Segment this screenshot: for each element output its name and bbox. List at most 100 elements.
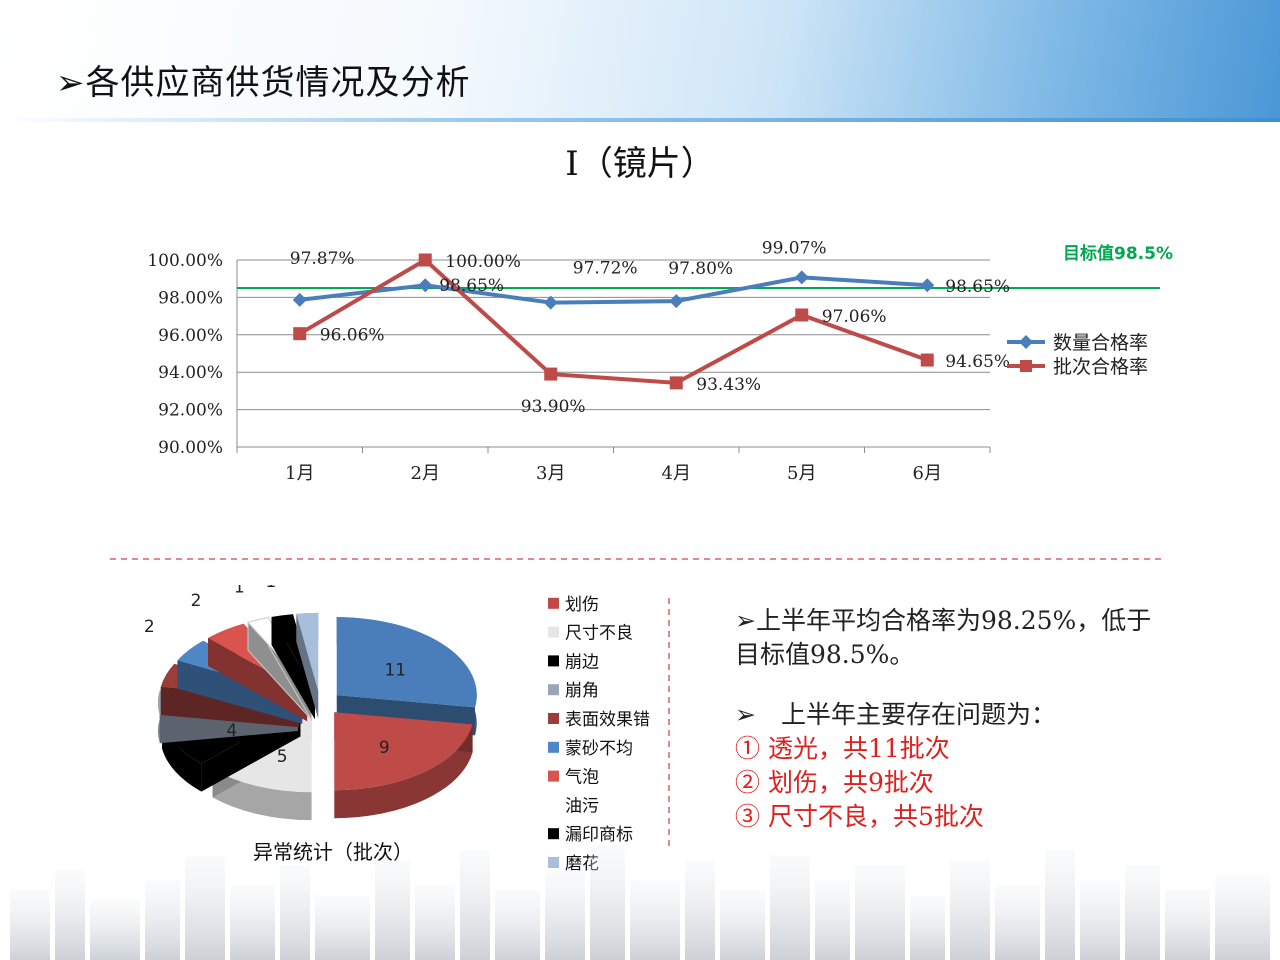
- pie-legend-swatch: [548, 770, 559, 782]
- data-label: 97.06%: [822, 307, 887, 327]
- pie-slice: [296, 612, 319, 719]
- y-tick-label: 90.00%: [158, 438, 223, 458]
- data-label: 98.65%: [439, 276, 504, 296]
- pie-legend-swatch: [548, 857, 559, 868]
- data-label: 100.00%: [445, 252, 521, 272]
- y-tick-label: 96.00%: [158, 326, 223, 346]
- line-chart: 100.00% 98.00% 96.00% 94.00% 92.00% 90.00% 1月…: [147, 238, 1173, 484]
- pie-legend-label: 崩角: [565, 681, 599, 701]
- pie-slice-side: [334, 724, 473, 819]
- pie-slice: [334, 712, 473, 819]
- pie-value-label: 2: [191, 591, 202, 611]
- pie-legend-swatch: [548, 626, 559, 638]
- issue-item-3: ③ 尺寸不良，共5批次: [735, 802, 984, 831]
- data-point: [292, 292, 307, 307]
- pie-legend-label: 气泡: [565, 768, 599, 788]
- pie-legend-label: 划伤: [565, 595, 599, 615]
- data-point: [920, 353, 934, 367]
- data-point: [544, 367, 558, 381]
- data-point: [418, 253, 432, 267]
- pie-slice-top: [334, 712, 473, 791]
- x-tick-label: 1月: [285, 463, 314, 484]
- data-label: 97.87%: [290, 249, 355, 269]
- pie-legend-swatch: [548, 713, 559, 724]
- legend-label: 数量合格率: [1053, 332, 1148, 354]
- issues-title: ➢ 上半年主要存在问题为：: [735, 700, 1056, 729]
- series-line: [299, 275, 928, 305]
- pie-legend-label: 蒙砂不均: [565, 739, 633, 759]
- data-point: [920, 278, 935, 293]
- analysis-summary: ➢上半年平均合格率为98.25%，低于 目标值98.5%。 ➢ 上半年主要存在问…: [735, 604, 1205, 834]
- pie-value-label: 4: [226, 721, 237, 741]
- series-line: [298, 257, 928, 385]
- data-label: 94.65%: [945, 352, 1010, 372]
- data-label: 93.43%: [696, 375, 761, 395]
- pie-legend-label: 漏印商标: [565, 825, 633, 845]
- x-tick-label: 2月: [411, 463, 440, 484]
- pie-legend-swatch: [548, 597, 559, 609]
- data-label: 97.72%: [573, 259, 638, 279]
- pie-value-label: 2: [144, 617, 155, 637]
- pie-slice-top: [271, 614, 315, 692]
- pie-value-label: 9: [379, 738, 390, 758]
- pie-legend-swatch: [548, 655, 559, 667]
- legend-marker: [1020, 360, 1032, 372]
- data-point: [293, 327, 307, 341]
- pie-slice-wall: [271, 617, 315, 720]
- pie-legend-label: 透光: [565, 585, 599, 586]
- pie-value-label: 11: [384, 660, 406, 680]
- pie-slice-wall: [296, 613, 319, 719]
- pie-value-label: 1: [298, 585, 309, 589]
- pie-legend-label: 油污: [565, 796, 599, 816]
- pie-slice-wall: [177, 660, 303, 724]
- pie-chart: 119542222111 透光划伤尺寸不良崩边崩角表面效果错蒙砂不均气泡油污漏印…: [144, 585, 650, 874]
- x-tick-label: 3月: [536, 463, 565, 484]
- data-point: [794, 270, 809, 285]
- summary-line-2: 目标值98.5%。: [735, 640, 915, 669]
- x-tick-label: 4月: [662, 463, 691, 484]
- pie-value-label: 5: [277, 747, 288, 767]
- y-tick-label: 92.00%: [158, 401, 223, 421]
- y-tick-label: 94.00%: [158, 363, 223, 383]
- pie-value-label: 1: [265, 585, 276, 592]
- data-label: 97.80%: [668, 259, 733, 279]
- city-skyline-decoration: [10, 845, 1270, 960]
- pie-slice-top: [336, 617, 477, 708]
- x-tick-label: 5月: [787, 463, 816, 484]
- pie-legend-label: 表面效果错: [565, 710, 650, 730]
- data-label: 99.07%: [762, 238, 827, 258]
- pie-legend-label: 尺寸不良: [565, 624, 633, 644]
- y-tick-label: 100.00%: [147, 251, 223, 271]
- summary-line-1: ➢上半年平均合格率为98.25%，低于: [735, 606, 1152, 635]
- pie-slice-side: [162, 720, 202, 792]
- y-tick-label: 98.00%: [158, 288, 223, 308]
- vertical-divider: [668, 598, 670, 850]
- data-label: 98.65%: [945, 277, 1010, 297]
- pie-value-label: 1: [234, 585, 245, 598]
- legend-label: 批次合格率: [1053, 356, 1148, 378]
- data-point: [669, 294, 684, 309]
- page-title: ➢各供应商供货情况及分析: [56, 63, 471, 103]
- legend-marker: [1019, 335, 1033, 349]
- data-point: [669, 376, 683, 390]
- data-point: [543, 295, 558, 310]
- line-chart-title: I（镜片）: [565, 144, 715, 184]
- pie-legend-swatch: [548, 741, 559, 753]
- x-tick-label: 6月: [913, 463, 942, 484]
- issue-item-1: ① 透光，共11批次: [735, 734, 950, 763]
- data-point: [418, 278, 433, 293]
- section-separator: [110, 558, 1162, 560]
- pie-legend-swatch: [548, 799, 559, 811]
- pie-legend-swatch: [548, 684, 559, 696]
- pie-legend-label: 崩边: [565, 652, 599, 672]
- header-band: [0, 0, 1280, 122]
- header-divider: [0, 118, 1280, 122]
- pie-slice-top: [296, 612, 319, 691]
- data-label: 93.90%: [521, 397, 586, 417]
- issue-item-2: ② 划伤，共9批次: [735, 768, 934, 797]
- pie-legend-swatch: [548, 828, 559, 840]
- data-label: 96.06%: [320, 326, 385, 346]
- pie-slice-wall: [208, 638, 308, 722]
- data-point: [795, 308, 809, 322]
- target-label: 目标值98.5%: [1063, 243, 1173, 264]
